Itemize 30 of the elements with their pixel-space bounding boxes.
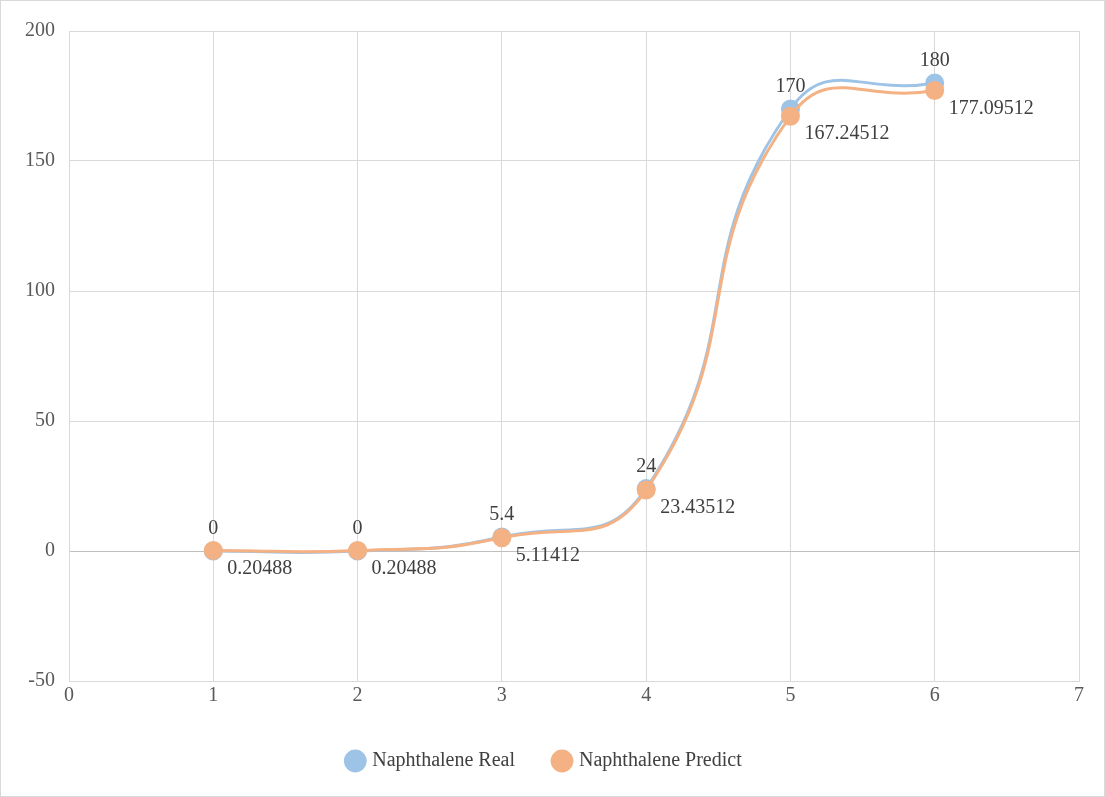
x-tick-label: 3	[496, 683, 507, 706]
data-label: 177.09512	[948, 95, 1034, 118]
y-tick-label: 0	[45, 538, 55, 561]
y-tick-label: -50	[28, 668, 55, 691]
legend-label: Naphthalene Real	[372, 748, 516, 772]
point	[925, 81, 945, 101]
data-label: 23.43512	[660, 495, 736, 518]
y-tick-label: 200	[25, 18, 55, 41]
x-tick-label: 1	[208, 683, 219, 706]
data-label: 180	[919, 48, 950, 71]
x-tick-label: 7	[1074, 683, 1084, 706]
data-label: 24	[636, 453, 657, 476]
x-tick-label: 0	[64, 683, 74, 706]
y-tick-label: 50	[35, 408, 55, 431]
data-label: 167.24512	[804, 121, 890, 144]
data-label: 0.20488	[371, 555, 437, 578]
data-label: 5.4	[489, 502, 515, 525]
data-label: 5.11412	[515, 542, 581, 565]
x-tick-label: 4	[641, 683, 652, 706]
legend-label: Naphthalene Predict	[579, 748, 743, 772]
y-tick-label: 100	[25, 278, 55, 301]
x-tick-label: 6	[929, 683, 940, 706]
data-label: 0	[208, 516, 219, 539]
data-label: 170	[775, 74, 806, 97]
y-tick-label: 150	[25, 148, 55, 171]
x-tick-label: 5	[785, 683, 796, 706]
point	[780, 106, 800, 126]
data-label: 0	[352, 516, 363, 539]
data-label: 0.20488	[227, 555, 293, 578]
x-tick-label: 2	[352, 683, 363, 706]
